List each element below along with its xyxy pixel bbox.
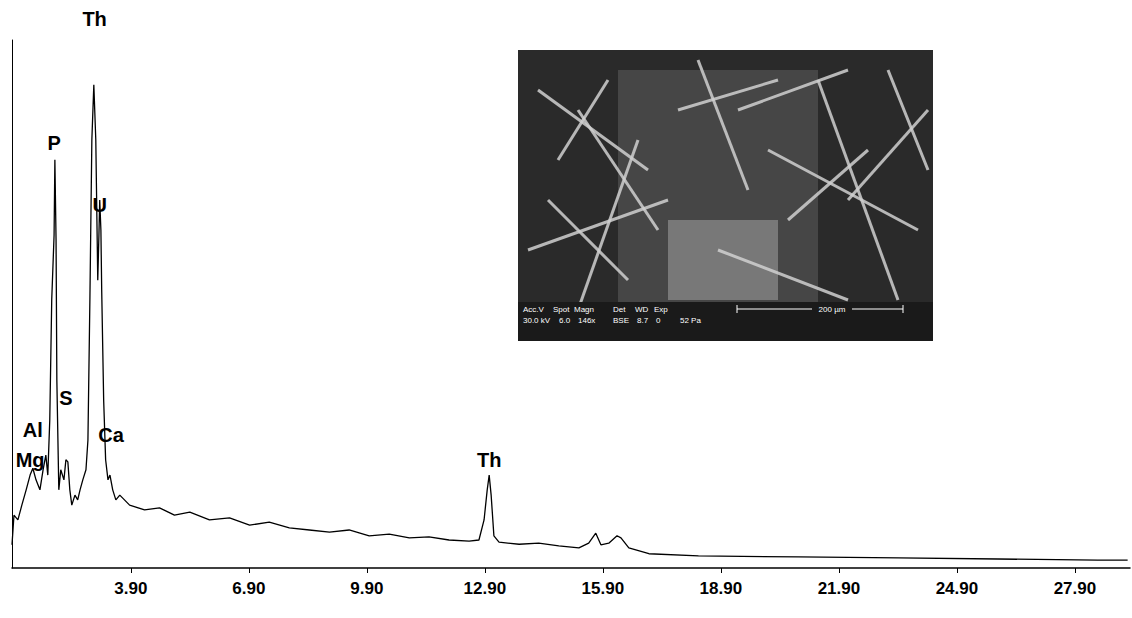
- svg-text:8.7: 8.7: [637, 316, 649, 325]
- svg-text:15.90: 15.90: [582, 579, 625, 598]
- svg-text:Acc.V: Acc.V: [523, 305, 545, 314]
- svg-text:24.90: 24.90: [936, 579, 979, 598]
- svg-text:146x: 146x: [578, 316, 595, 325]
- svg-text:Spot: Spot: [553, 305, 570, 314]
- svg-text:S: S: [59, 387, 72, 409]
- svg-text:6.90: 6.90: [232, 579, 265, 598]
- svg-text:U: U: [92, 194, 106, 216]
- svg-text:WD: WD: [635, 305, 649, 314]
- svg-text:12.90: 12.90: [464, 579, 507, 598]
- svg-text:21.90: 21.90: [818, 579, 861, 598]
- svg-text:BSE: BSE: [613, 316, 629, 325]
- svg-text:0: 0: [656, 316, 661, 325]
- svg-text:Th: Th: [477, 449, 501, 471]
- svg-text:Th: Th: [82, 8, 106, 30]
- svg-text:Ca: Ca: [98, 424, 124, 446]
- svg-text:Det: Det: [613, 305, 626, 314]
- svg-text:18.90: 18.90: [700, 579, 743, 598]
- svg-text:52 Pa: 52 Pa: [680, 316, 701, 325]
- svg-text:P: P: [47, 132, 60, 154]
- svg-text:200 µm: 200 µm: [819, 305, 846, 314]
- svg-text:3.90: 3.90: [114, 579, 147, 598]
- svg-text:Exp: Exp: [654, 305, 668, 314]
- svg-text:6.0: 6.0: [559, 316, 571, 325]
- svg-text:Mg: Mg: [16, 449, 45, 471]
- svg-text:27.90: 27.90: [1054, 579, 1097, 598]
- svg-text:Magn: Magn: [574, 305, 594, 314]
- svg-text:30.0 kV: 30.0 kV: [523, 316, 551, 325]
- svg-text:Al: Al: [23, 419, 43, 441]
- svg-text:9.90: 9.90: [350, 579, 383, 598]
